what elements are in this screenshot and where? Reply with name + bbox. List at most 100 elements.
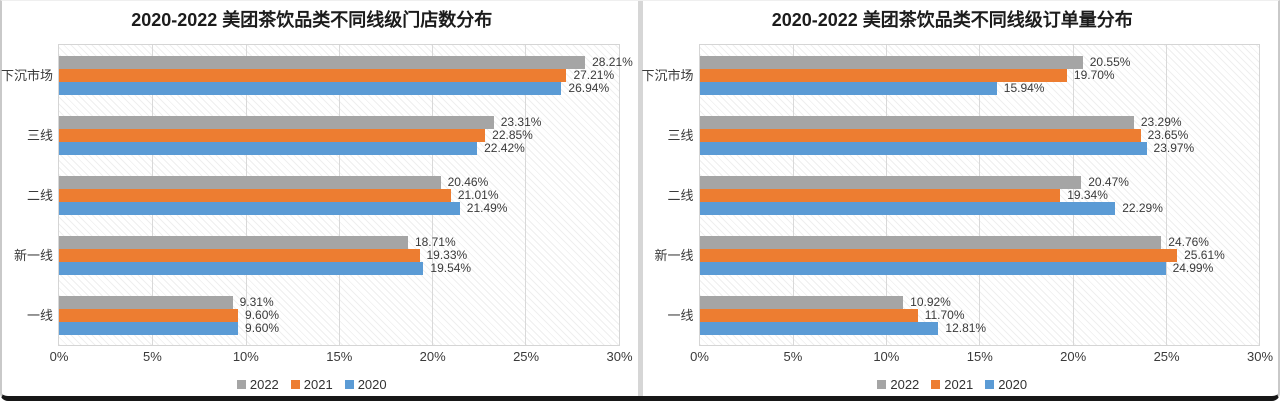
category-label: 三线 xyxy=(667,127,694,143)
legend-swatch xyxy=(290,379,300,389)
plot-area: 28.21% 27.21% 26.94% 23.31% 22.85% 22.42% 20.4… xyxy=(58,44,633,346)
value-label: 20.47% xyxy=(1088,174,1129,189)
bar-2021 xyxy=(59,68,567,82)
gridline xyxy=(525,45,527,345)
bar-2020 xyxy=(59,261,424,275)
category-label: 下沉市场 xyxy=(641,67,694,83)
x-tick-label: 20% xyxy=(419,349,446,364)
chart-body: 下沉市场 三线 二线 新一线 一线 28.21% 27.21% 26.94% 23.31% 22… xyxy=(1,44,633,346)
legend-swatch xyxy=(877,379,887,389)
bar-2020 xyxy=(59,321,239,335)
legend-label: 2020 xyxy=(357,376,387,392)
value-label: 19.54% xyxy=(430,260,472,275)
value-label: 21.01% xyxy=(457,187,499,202)
category-label: 三线 xyxy=(26,127,53,143)
chart-title: 2020-2022 美团茶饮品类不同线级订单量分布 xyxy=(771,10,1133,30)
value-label: 23.65% xyxy=(1147,127,1189,142)
value-label: 19.33% xyxy=(426,247,468,262)
legend-label: 2022 xyxy=(249,376,279,392)
x-tick-label: 30% xyxy=(606,349,633,364)
legend-label: 2022 xyxy=(890,376,920,392)
value-label: 18.71% xyxy=(414,234,456,249)
category-label: 一线 xyxy=(26,307,53,323)
legend-swatch xyxy=(344,379,354,389)
value-label: 22.85% xyxy=(492,127,533,142)
value-label: 10.92% xyxy=(910,294,951,309)
legend-item-2022: 2022 xyxy=(877,377,919,392)
value-label: 23.97% xyxy=(1153,140,1195,155)
bar-2021 xyxy=(699,248,1178,262)
x-tick-label: 5% xyxy=(783,349,803,364)
value-label: 19.70% xyxy=(1073,67,1115,82)
value-label: 15.94% xyxy=(1003,80,1045,95)
chart-title: 2020-2022 美团茶饮品类不同线级门店数分布 xyxy=(131,10,493,30)
x-tick-label: 25% xyxy=(513,349,540,364)
bar-2022 xyxy=(699,55,1083,69)
value-label: 19.34% xyxy=(1067,187,1108,202)
gridline xyxy=(1165,45,1167,345)
bar-2020 xyxy=(699,141,1147,155)
bar-2020 xyxy=(59,201,460,215)
x-tick-label: 15% xyxy=(966,349,993,364)
bar-2022 xyxy=(699,235,1162,249)
bar-2022 xyxy=(699,115,1134,129)
value-label: 28.21% xyxy=(592,54,633,69)
value-label: 21.49% xyxy=(466,200,508,215)
bar-2021 xyxy=(59,308,239,322)
chart-body: 下沉市场 三线 二线 新一线 一线 20.55% 19.70% 15.94% 23.29% 23… xyxy=(641,44,1260,346)
value-label: 26.94% xyxy=(568,80,610,95)
x-tick-label: 10% xyxy=(873,349,900,364)
category-label: 一线 xyxy=(667,307,694,323)
x-tick-label: 5% xyxy=(143,349,162,364)
x-tick-label: 25% xyxy=(1153,349,1180,364)
value-label: 24.76% xyxy=(1168,234,1209,249)
category-label: 二线 xyxy=(667,187,694,203)
x-tick-label: 0% xyxy=(690,349,709,364)
bar-2021 xyxy=(699,68,1067,82)
value-label: 9.60% xyxy=(245,320,280,335)
legend-swatch xyxy=(985,379,995,389)
y-axis-labels: 下沉市场 三线 二线 新一线 一线 xyxy=(1,44,58,344)
value-label: 20.55% xyxy=(1089,54,1131,69)
legend-label: 2021 xyxy=(303,376,333,392)
bar-2022 xyxy=(699,295,904,309)
bar-2021 xyxy=(59,188,451,202)
legend: 2022 2021 2020 xyxy=(4,375,620,393)
bar-2020 xyxy=(699,321,939,335)
bar-2022 xyxy=(699,175,1082,189)
bar-2021 xyxy=(699,308,918,322)
category-label: 新一线 xyxy=(654,247,694,263)
x-tick-label: 15% xyxy=(326,349,353,364)
bar-2020 xyxy=(699,201,1116,215)
value-label: 23.29% xyxy=(1140,114,1182,129)
value-label: 25.61% xyxy=(1184,247,1225,262)
value-label: 9.31% xyxy=(239,294,274,309)
bar-2021 xyxy=(59,128,486,142)
value-label: 11.70% xyxy=(924,307,965,322)
value-label: 22.29% xyxy=(1122,200,1163,215)
bar-2022 xyxy=(59,115,494,129)
bar-2021 xyxy=(699,128,1141,142)
bar-2022 xyxy=(59,295,233,309)
legend-label: 2021 xyxy=(944,376,974,392)
legend-item-2020: 2020 xyxy=(344,376,387,392)
bar-2020 xyxy=(59,141,478,155)
panel-divider xyxy=(637,1,643,396)
category-label: 新一线 xyxy=(13,247,53,263)
legend-item-2021: 2021 xyxy=(290,376,333,392)
plot-area: 20.55% 19.70% 15.94% 23.29% 23.65% 23.97% 20.4… xyxy=(698,44,1260,346)
bar-2021 xyxy=(699,188,1061,202)
y-axis-labels: 下沉市场三线二线新一线一线 xyxy=(641,44,699,344)
x-tick-label: 20% xyxy=(1060,349,1087,364)
legend-item-2020: 2020 xyxy=(985,377,1027,392)
value-label: 9.60% xyxy=(245,307,280,322)
bar-2020 xyxy=(59,81,562,95)
value-label: 23.31% xyxy=(500,114,542,129)
x-tick-label: 30% xyxy=(1246,349,1274,364)
bar-2022 xyxy=(59,175,441,189)
legend-item-2022: 2022 xyxy=(236,376,279,392)
legend-swatch xyxy=(236,379,246,389)
order-volume-distribution-chart: 2020-2022 美团茶饮品类不同线级订单量分布 下沉市场 三线 二线 新一线 一线 … xyxy=(641,1,1279,396)
x-tick-label: 0% xyxy=(49,349,69,364)
